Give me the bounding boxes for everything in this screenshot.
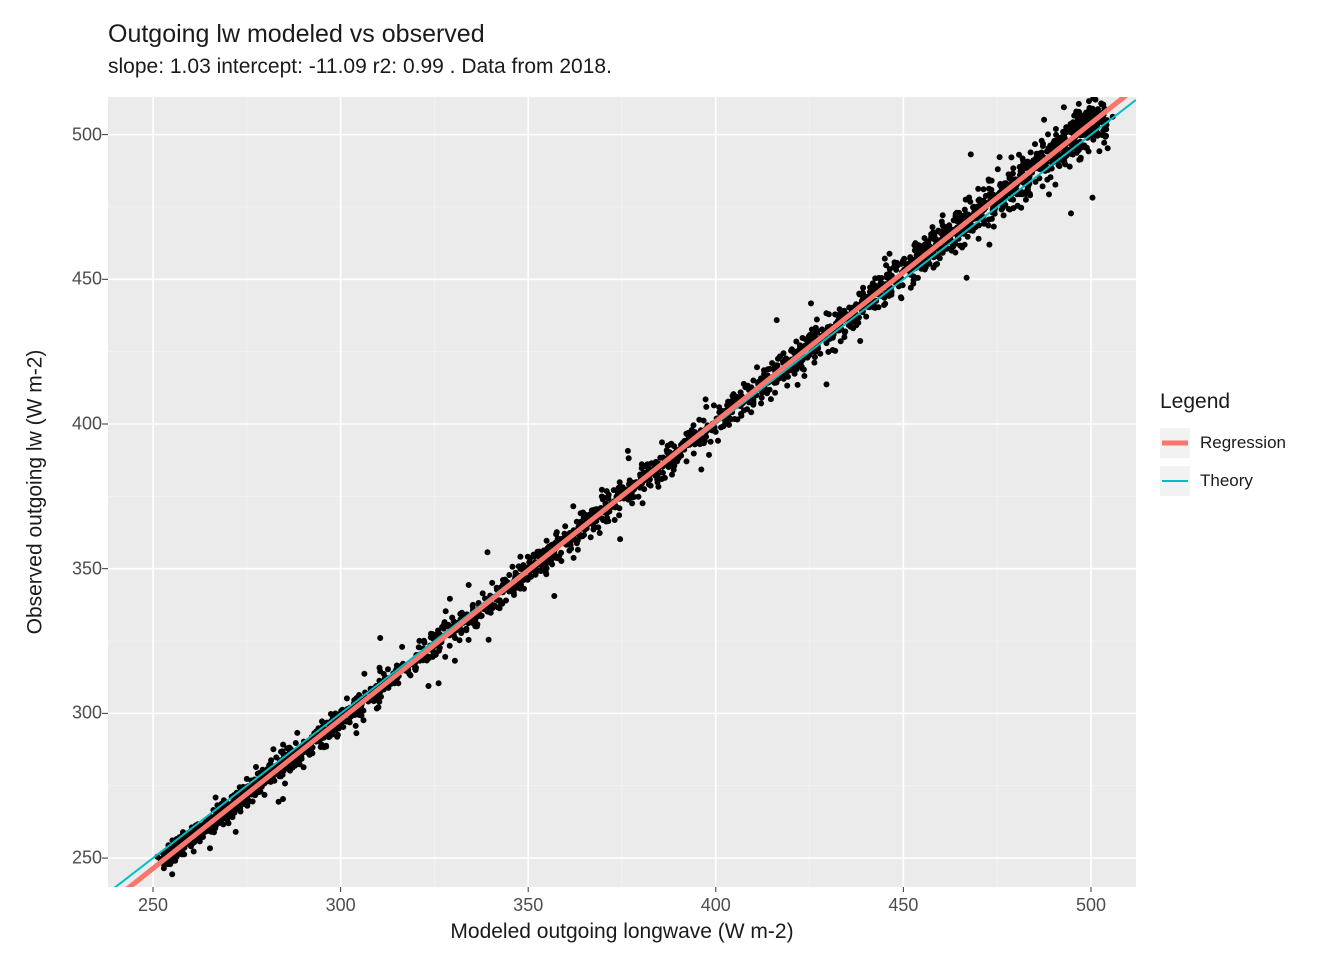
y-axis-label: Observed outgoing lw (W m-2): [20, 97, 50, 887]
plot-panel: [108, 97, 1136, 887]
y-tick: 250: [62, 848, 102, 869]
y-tick: 300: [62, 703, 102, 724]
plot-svg: [108, 97, 1136, 887]
y-tick: 450: [62, 269, 102, 290]
x-axis-label: Modeled outgoing longwave (W m-2): [108, 920, 1136, 944]
legend-item-regression: Regression: [1160, 428, 1330, 458]
legend-title: Legend: [1160, 390, 1330, 414]
chart-title: Outgoing lw modeled vs observed: [108, 20, 485, 49]
legend-label-regression: Regression: [1200, 433, 1286, 453]
legend-item-theory: Theory: [1160, 466, 1330, 496]
x-tick: 400: [701, 895, 731, 916]
x-tick: 250: [138, 895, 168, 916]
legend: Legend Regression Theory: [1160, 390, 1330, 504]
x-tick: 350: [513, 895, 543, 916]
y-tick: 500: [62, 124, 102, 145]
x-tick: 500: [1076, 895, 1106, 916]
figure: Outgoing lw modeled vs observed slope: 1…: [0, 0, 1344, 960]
legend-key-theory: [1160, 466, 1190, 496]
chart-subtitle: slope: 1.03 intercept: -11.09 r2: 0.99 .…: [108, 55, 612, 79]
legend-key-regression: [1160, 428, 1190, 458]
y-tick: 400: [62, 413, 102, 434]
legend-label-theory: Theory: [1200, 471, 1253, 491]
y-tick: 350: [62, 558, 102, 579]
y-axis-label-text: Observed outgoing lw (W m-2): [23, 350, 47, 635]
x-tick: 300: [326, 895, 356, 916]
x-tick: 450: [888, 895, 918, 916]
